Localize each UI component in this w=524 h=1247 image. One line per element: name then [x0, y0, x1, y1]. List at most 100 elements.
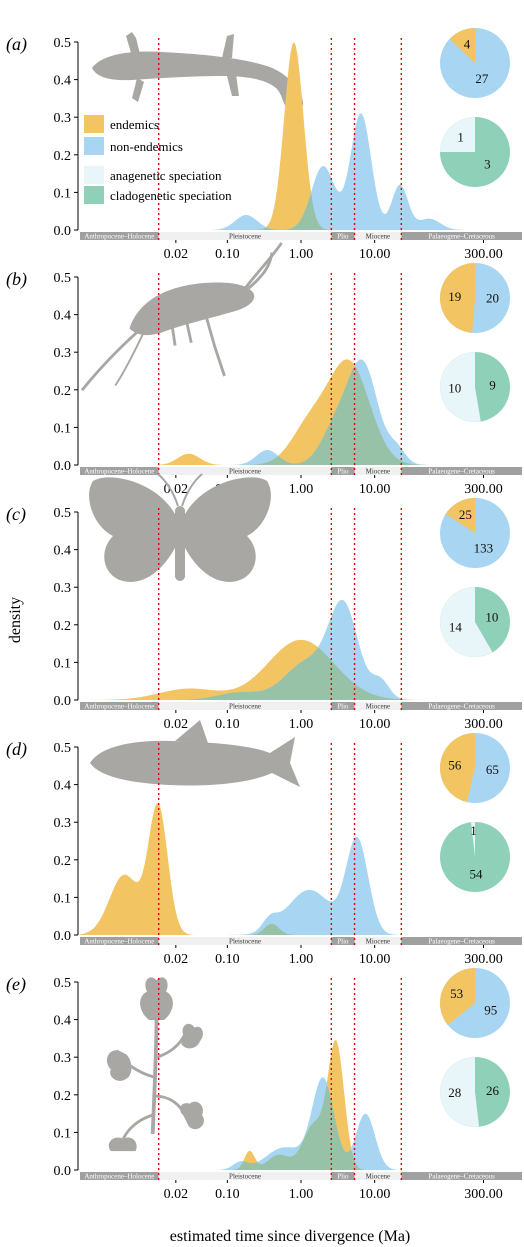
fish-icon [90, 720, 300, 787]
x-tick-label: 0.02 [164, 1187, 189, 1202]
y-tick-label: 0.5 [54, 741, 72, 756]
panel-d: (d) 0.0 0.1 0.2 0.3 0.4 0.5 Anthropocene–Holoce… [6, 720, 522, 967]
era-band [80, 467, 159, 475]
era-label: Anthropocene–Holocene [84, 1173, 154, 1181]
y-tick-label: 0.0 [54, 224, 72, 239]
series-area-endemics [80, 359, 522, 465]
era-band [80, 702, 159, 710]
pie-slice [439, 1057, 480, 1127]
pie-chart: 19 20 [440, 263, 510, 333]
y-axis-title: density [7, 597, 24, 643]
x-tick-label: 300.00 [464, 1187, 503, 1202]
era-band [401, 232, 522, 240]
pie-value-label: 95 [484, 1003, 497, 1018]
x-tick-label: 1.00 [289, 717, 314, 732]
legend-label-cladogenetic: cladogenetic speciation [110, 188, 232, 203]
panel-label: (b) [6, 269, 27, 290]
era-label: Anthropocene–Holocene [84, 468, 154, 476]
pie-chart: 1 54 [440, 822, 510, 892]
pie-value-label: 26 [486, 1083, 500, 1098]
x-tick-label: 0.02 [164, 482, 189, 497]
panel-label: (e) [6, 974, 26, 995]
y-tick-label: 0.1 [54, 186, 72, 201]
y-tick-label: 0.3 [54, 346, 72, 361]
era-label: Miocene [366, 233, 391, 241]
pie-chart: 10 9 [439, 352, 510, 423]
era-band [354, 232, 402, 240]
x-tick-label: 0.10 [215, 247, 240, 262]
era-band [331, 937, 355, 945]
y-tick-label: 0.3 [54, 1051, 72, 1066]
pie-chart: 56 65 [440, 733, 510, 803]
panel-e: (e) 0.0 0.1 0.2 0.3 0.4 0.5 Anthropocene–Holoce… [6, 968, 522, 1202]
era-band [80, 937, 159, 945]
era-band [158, 702, 332, 710]
panel-label: (a) [6, 34, 27, 55]
pie-value-label: 27 [475, 71, 489, 86]
x-tick-label: 0.10 [215, 1187, 240, 1202]
pie-slice [440, 968, 475, 1025]
pie-value-label: 14 [449, 619, 463, 634]
y-tick-label: 0.2 [54, 1089, 72, 1104]
x-tick-label: 300.00 [464, 482, 503, 497]
era-label: Pleistocene [229, 703, 261, 711]
x-tick-label: 0.02 [164, 247, 189, 262]
y-tick-label: 0.2 [54, 854, 72, 869]
pie-value-label: 65 [486, 762, 499, 777]
salamander-icon [92, 32, 304, 112]
pie-chart: 28 26 [439, 1057, 510, 1127]
legend-label-nonendemic: non-endemics [110, 139, 183, 154]
pie-value-label: 54 [469, 866, 483, 881]
pie-slice [440, 117, 475, 152]
era-band [401, 467, 522, 475]
era-label: Miocene [366, 938, 391, 946]
y-tick-label: 0.4 [54, 544, 72, 559]
legend-label-anagenetic: anagenetic speciation [110, 168, 222, 183]
era-band [354, 467, 402, 475]
pie-slice [445, 498, 475, 533]
era-band [331, 467, 355, 475]
y-tick-label: 0.3 [54, 111, 72, 126]
x-tick-label: 1.00 [289, 952, 314, 967]
era-band [331, 1172, 355, 1180]
y-tick-label: 0.2 [54, 619, 72, 634]
era-label: Pleistocene [229, 468, 261, 476]
y-tick-label: 0.3 [54, 581, 72, 596]
pie-value-label: 1 [470, 823, 477, 838]
era-band [158, 232, 332, 240]
era-label: Palaeogene–Cretaceous [428, 1173, 495, 1181]
pie-value-label: 3 [484, 156, 491, 171]
y-tick-label: 0.5 [54, 506, 72, 521]
y-tick-label: 0.1 [54, 656, 72, 671]
pie-value-label: 53 [450, 986, 463, 1001]
x-tick-label: 10.00 [359, 952, 391, 967]
legend: endemics non-endemics anagenetic speciatio… [84, 115, 232, 204]
shrimp-icon [80, 241, 283, 392]
pie-value-label: 25 [459, 507, 472, 522]
y-tick-label: 0.1 [54, 891, 72, 906]
era-band [401, 1172, 522, 1180]
pie-slice [471, 822, 475, 857]
panel-a: (a) 0.0 0.1 0.2 0.3 0.4 0.5 Anthropocene–Holoce… [6, 28, 522, 262]
era-label: Miocene [366, 703, 391, 711]
pie-chart: 13 [440, 117, 510, 187]
y-tick-label: 0.3 [54, 816, 72, 831]
pie-chart: 25 133 [440, 498, 510, 568]
y-tick-label: 0.0 [54, 459, 72, 474]
era-label: Plio [337, 938, 349, 946]
y-tick-label: 0.4 [54, 779, 72, 794]
pie-slice [440, 263, 475, 333]
series-area-endemics [80, 802, 522, 935]
y-tick-label: 0.4 [54, 309, 72, 324]
series-area-overlap [80, 647, 522, 700]
y-tick-label: 0.4 [54, 1014, 72, 1029]
x-tick-label: 300.00 [464, 717, 503, 732]
bellflower-icon [105, 975, 206, 1153]
x-tick-label: 300.00 [464, 952, 503, 967]
series-area-overlap [80, 1085, 522, 1170]
y-tick-label: 0.5 [54, 271, 72, 286]
panel-b: (b) 0.0 0.1 0.2 0.3 0.4 0.5 Anthropocene–Holoce… [6, 241, 522, 497]
pie-chart: 53 95 [440, 968, 510, 1038]
era-label: Miocene [366, 1173, 391, 1181]
era-label: Plio [337, 233, 349, 241]
